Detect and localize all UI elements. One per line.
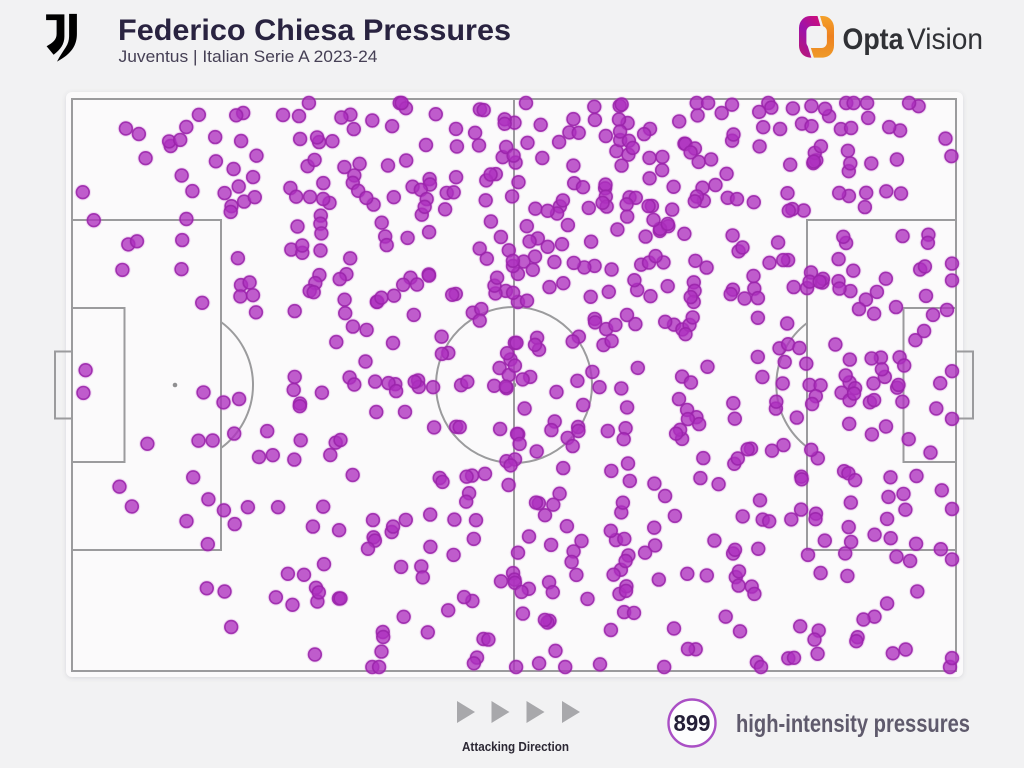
svg-text:899: 899 — [674, 710, 711, 736]
svg-text:Federico Chiesa Pressures: Federico Chiesa Pressures — [118, 14, 511, 47]
svg-text:Attacking Direction: Attacking Direction — [462, 739, 569, 754]
svg-text:Vision: Vision — [907, 23, 983, 56]
svg-text:Opta: Opta — [843, 23, 904, 56]
svg-text:Juventus | Italian Serie A 202: Juventus | Italian Serie A 2023-24 — [119, 47, 378, 66]
svg-text:high-intensity pressures: high-intensity pressures — [736, 710, 970, 738]
